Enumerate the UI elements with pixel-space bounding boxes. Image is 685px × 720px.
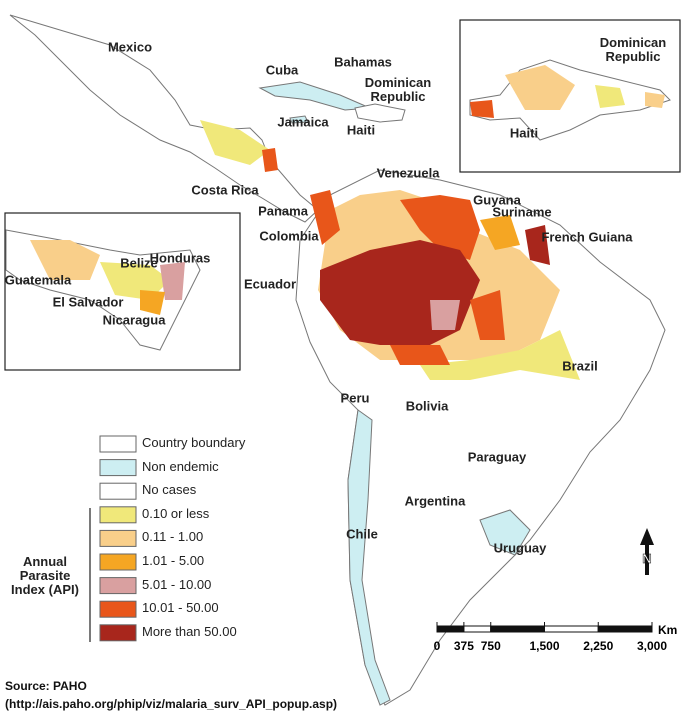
scale-label: 1,500	[529, 639, 559, 653]
legend-label: No cases	[142, 482, 197, 498]
non-endemic	[479, 509, 531, 556]
legend-label: More than 50.00	[142, 623, 237, 639]
legend-label: 5.01 - 10.00	[142, 576, 212, 592]
scale-segment	[544, 625, 599, 633]
inset-label: Haiti	[509, 125, 539, 141]
risk-area	[310, 190, 340, 245]
risk-area	[470, 100, 494, 118]
legend-label: 0.11 - 1.00	[142, 529, 204, 545]
country-label: Cuba	[265, 62, 299, 78]
scale-segment	[597, 625, 653, 633]
risk-area	[430, 300, 460, 330]
scale-label: 375	[454, 639, 474, 653]
scale-bar: 0 375 750 1,500 2,250 3,000 Km	[434, 622, 677, 653]
scale-segment	[463, 625, 492, 633]
legend-label: 10.01 - 50.00	[142, 600, 219, 616]
scale-label: 3,000	[637, 639, 667, 653]
legend-label: 1.01 - 5.00	[142, 553, 205, 568]
legend-swatch	[99, 577, 137, 595]
risk-area	[470, 290, 505, 340]
legend-label: 0.10 or less	[142, 505, 210, 521]
country-label: Jamaica	[277, 114, 329, 130]
land	[289, 115, 309, 124]
risk-area	[200, 120, 270, 165]
inset-label: Nicaragua	[102, 312, 166, 328]
scale-segment	[490, 625, 545, 633]
risk-area	[400, 195, 480, 260]
legend-swatch	[99, 553, 137, 571]
legend-swatches	[99, 435, 137, 642]
country-label: Peru	[340, 390, 370, 406]
country-label: Bahamas	[334, 54, 392, 70]
country-label: Brazil	[562, 358, 598, 374]
legend-title: Annual Parasite Index (API)	[11, 554, 79, 597]
country-label: French Guiana	[541, 229, 633, 245]
source: (http://ais.paho.org/phip/viz/malaria_su…	[5, 697, 338, 711]
country-label: Argentina	[404, 493, 466, 509]
country-label: Costa Rica	[191, 182, 259, 198]
legend-swatch	[99, 624, 137, 642]
land	[9, 14, 319, 223]
country-label: Paraguay	[467, 449, 527, 465]
land	[354, 103, 406, 123]
legend-swatch	[99, 506, 137, 524]
country-label: Bolivia	[405, 398, 449, 414]
risk-area	[390, 345, 450, 365]
inset-label: Dominican Republic	[599, 35, 667, 64]
scale-label: 2,250	[583, 639, 613, 653]
land	[258, 81, 371, 111]
inset-label: Guatemala	[4, 272, 72, 288]
country-label: Haiti	[346, 122, 376, 138]
scale-label: 750	[481, 639, 501, 653]
legend-swatch	[99, 482, 137, 500]
risk-area	[595, 85, 625, 108]
legend-swatch	[99, 435, 137, 453]
legend-swatch	[99, 529, 137, 547]
country-label: Dominican Republic	[364, 75, 432, 104]
risk-area	[160, 262, 185, 300]
north-label: N	[642, 551, 651, 566]
country-label: Colombia	[259, 228, 319, 244]
country-label: Guyana	[473, 192, 521, 208]
inset-label: Honduras	[149, 250, 211, 266]
inset-label: El Salvador	[52, 294, 124, 310]
country-label: Ecuador	[243, 276, 297, 292]
risk-area	[100, 262, 170, 300]
risk-area	[420, 330, 580, 380]
legend-label: Country boundary	[142, 435, 246, 450]
north-arrow	[640, 528, 654, 575]
risk-area	[645, 92, 665, 108]
scale-segment	[436, 625, 465, 633]
risk-area	[480, 215, 520, 250]
risk-area	[525, 225, 550, 265]
country-label: Suriname	[492, 204, 552, 220]
scale-unit: Km	[658, 623, 677, 637]
country-label: Chile	[346, 526, 378, 542]
risk-area	[140, 290, 165, 315]
country-label: Mexico	[107, 39, 153, 55]
source: Source: PAHO	[5, 679, 87, 693]
scale-label: 0	[434, 639, 441, 653]
inset-label: Belize	[120, 255, 158, 271]
legend-swatch	[99, 600, 137, 618]
risk-area	[262, 148, 278, 172]
country-label: Venezuela	[376, 165, 440, 181]
legend-label: Non endemic	[142, 458, 219, 474]
country-label: Panama	[258, 203, 308, 219]
legend-swatch	[99, 459, 137, 477]
country-label: Uruguay	[493, 540, 547, 556]
risk-area	[505, 65, 575, 110]
risk-area	[30, 240, 100, 280]
non-endemic	[347, 409, 391, 706]
